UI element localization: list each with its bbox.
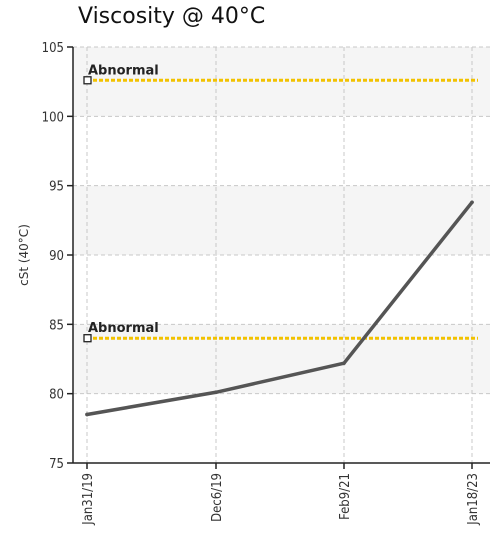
- y-tick-label: 95: [49, 180, 64, 195]
- x-tick-label: Jan18/23: [466, 473, 481, 526]
- data-point: [470, 200, 474, 205]
- series: [85, 200, 474, 417]
- x-tick-label: Dec6/19: [210, 473, 225, 522]
- x-tick-label: Jan31/19: [81, 473, 96, 526]
- threshold-label: Abnormal: [88, 63, 159, 78]
- data-point: [342, 361, 346, 365]
- band: [73, 324, 490, 394]
- background-bands: [73, 47, 490, 394]
- y-tick-label: 85: [49, 318, 64, 333]
- data-point: [214, 390, 218, 395]
- threshold-lines: Abnormal Abnormal: [83, 63, 478, 343]
- threshold-marker: [83, 76, 92, 85]
- y-axis-title: cSt (40°C): [17, 224, 31, 286]
- y-tick-label: 90: [49, 249, 64, 264]
- x-tick-labels: Jan31/19 Dec6/19 Feb9/21 Jan18/23: [81, 463, 481, 526]
- x-tick-label: Feb9/21: [338, 473, 353, 520]
- y-tick-label: 75: [49, 457, 64, 472]
- series-line: [85, 200, 474, 417]
- y-tick-label: 80: [49, 388, 64, 403]
- y-tick-label: 100: [42, 110, 64, 125]
- y-tick-labels: 75 80 85 90 95 100 105: [42, 41, 73, 472]
- data-point: [85, 412, 89, 417]
- band: [73, 185, 490, 255]
- threshold-marker: [83, 334, 92, 343]
- threshold-label: Abnormal: [88, 321, 159, 336]
- chart-title: Viscosity @ 40°C: [78, 4, 266, 29]
- y-tick-label: 105: [42, 41, 64, 56]
